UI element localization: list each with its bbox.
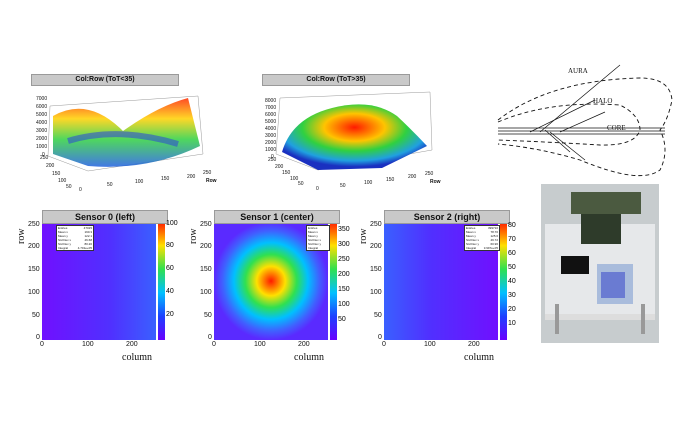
col-tick: 250 (203, 170, 212, 176)
z-tick: 2000 (36, 136, 48, 142)
sensor-1-title: Sensor 1 (center) (214, 210, 340, 224)
x-axis-label: column (294, 352, 324, 363)
jet-diagram (497, 64, 673, 177)
y-axis-label: row (16, 228, 27, 244)
row-tick: 250 (268, 157, 277, 163)
x-tick: 200 (126, 341, 138, 348)
x-axis-label: column (122, 352, 152, 363)
y-tick: 100 (370, 289, 382, 296)
detector-photo-drawing (541, 184, 659, 343)
z-tick: 6000 (36, 104, 48, 110)
z-tick: 3000 (36, 128, 48, 134)
row-tick: 100 (290, 176, 299, 182)
surface-plot-1 (47, 95, 204, 172)
y-tick: 250 (200, 221, 212, 228)
col-tick: 200 (187, 174, 196, 180)
y-axis-label: row (358, 228, 369, 244)
row-tick: 50 (66, 184, 72, 190)
x-tick: 0 (40, 341, 44, 348)
y-tick: 50 (374, 312, 382, 319)
detector-photo (541, 184, 659, 343)
y-tick: 50 (32, 312, 40, 319)
row-tick: 50 (298, 181, 304, 187)
z-tick: 4000 (265, 126, 277, 132)
y-tick: 250 (370, 221, 382, 228)
x-tick: 200 (298, 341, 310, 348)
halo-label: HALO (593, 97, 613, 105)
z-tick: 1000 (265, 147, 277, 153)
x-tick: 0 (382, 341, 386, 348)
surface-plot-2-mesh (282, 104, 427, 170)
y-tick: 0 (378, 334, 382, 341)
x-axis-label: column (464, 352, 494, 363)
row-tick: 150 (52, 171, 61, 177)
y-tick: 100 (28, 289, 40, 296)
row-tick: 150 (282, 170, 291, 176)
y-tick: 0 (36, 334, 40, 341)
z-tick: 5000 (265, 119, 277, 125)
sensor-0-colorbar (158, 222, 165, 340)
col-tick: 0 (79, 187, 82, 193)
row-tick: 250 (40, 155, 49, 161)
x-tick: 0 (212, 341, 216, 348)
sensor-0-title: Sensor 0 (left) (42, 210, 168, 224)
col-tick: 250 (425, 171, 434, 177)
y-tick: 0 (208, 334, 212, 341)
y-tick: 150 (370, 266, 382, 273)
y-axis-label: row (188, 228, 199, 244)
row-axis-label: Row (206, 178, 217, 184)
col-tick: 50 (340, 183, 346, 189)
z-tick: 1000 (36, 144, 48, 150)
sensor-2-title: Sensor 2 (right) (384, 210, 510, 224)
sensor-0-statbox: Entries 47015 Mean x 190.3 Mean y 122.1 Std… (56, 225, 94, 251)
y-tick: 250 (28, 221, 40, 228)
sensor-1-colorbar (330, 222, 337, 340)
z-tick: 7000 (265, 105, 277, 111)
surface-plot-1-title: Col:Row (ToT<35) (31, 74, 179, 86)
y-tick: 150 (200, 266, 212, 273)
sensor-2-statbox: Entries 399710 Mean x 78.70 Mean y 125.6 St… (464, 225, 500, 251)
z-tick: 5000 (36, 112, 48, 118)
sensor-1-statbox: Entries Mean x Mean y Std Dev x Std Dev … (306, 225, 330, 251)
aura-label: AURA (568, 67, 588, 75)
x-tick: 100 (254, 341, 266, 348)
col-tick: 50 (107, 182, 113, 188)
y-tick: 50 (204, 312, 212, 319)
x-tick: 100 (424, 341, 436, 348)
aura-boundary (497, 77, 673, 177)
halo-boundary (497, 103, 641, 146)
z-tick: 8000 (265, 98, 277, 104)
row-axis-label: Row (430, 179, 441, 185)
y-tick: 100 (200, 289, 212, 296)
z-tick: 6000 (265, 112, 277, 118)
col-tick: 200 (408, 174, 417, 180)
y-tick: 200 (200, 243, 212, 250)
col-tick: 150 (161, 176, 170, 182)
z-tick: 0 (271, 154, 274, 160)
y-tick: 200 (370, 243, 382, 250)
z-tick: 3000 (265, 133, 277, 139)
col-tick: 100 (364, 180, 373, 186)
z-tick: 2000 (265, 140, 277, 146)
col-tick: 0 (316, 186, 319, 192)
row-tick: 100 (58, 178, 67, 184)
col-tick: 150 (386, 177, 395, 183)
y-tick: 200 (28, 243, 40, 250)
y-tick: 150 (28, 266, 40, 273)
z-tick: 7000 (36, 96, 48, 102)
row-tick: 200 (275, 164, 284, 170)
x-tick: 100 (82, 341, 94, 348)
surface-plot-2-title: Col:Row (ToT>35) (262, 74, 410, 86)
z-tick: 0 (42, 152, 45, 158)
z-tick: 4000 (36, 120, 48, 126)
core-label: CORE (607, 124, 626, 132)
sensor-2-colorbar (500, 222, 507, 340)
row-tick: 200 (46, 163, 55, 169)
col-tick: 100 (135, 179, 144, 185)
surface-plot-2 (275, 91, 433, 171)
x-tick: 200 (468, 341, 480, 348)
